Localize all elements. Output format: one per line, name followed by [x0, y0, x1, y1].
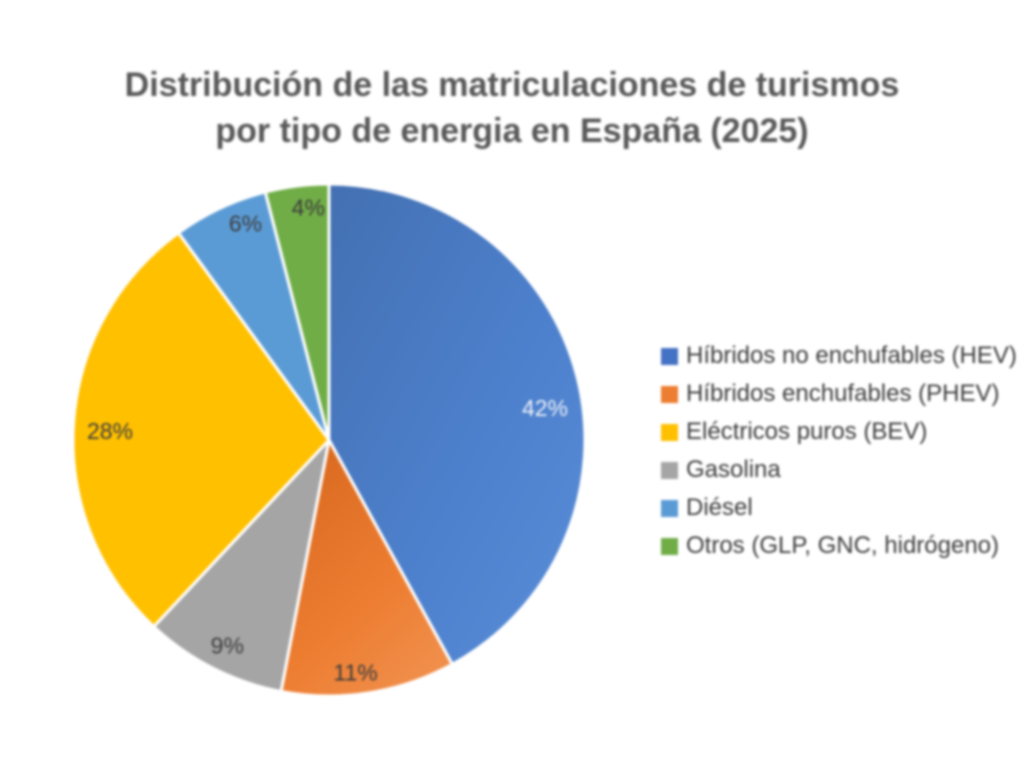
svg-text:6%: 6%	[229, 211, 262, 237]
svg-text:42%: 42%	[522, 395, 568, 421]
svg-text:9%: 9%	[211, 632, 244, 658]
svg-text:11%: 11%	[333, 660, 377, 686]
svg-text:4%: 4%	[292, 195, 325, 221]
svg-text:28%: 28%	[87, 418, 133, 444]
